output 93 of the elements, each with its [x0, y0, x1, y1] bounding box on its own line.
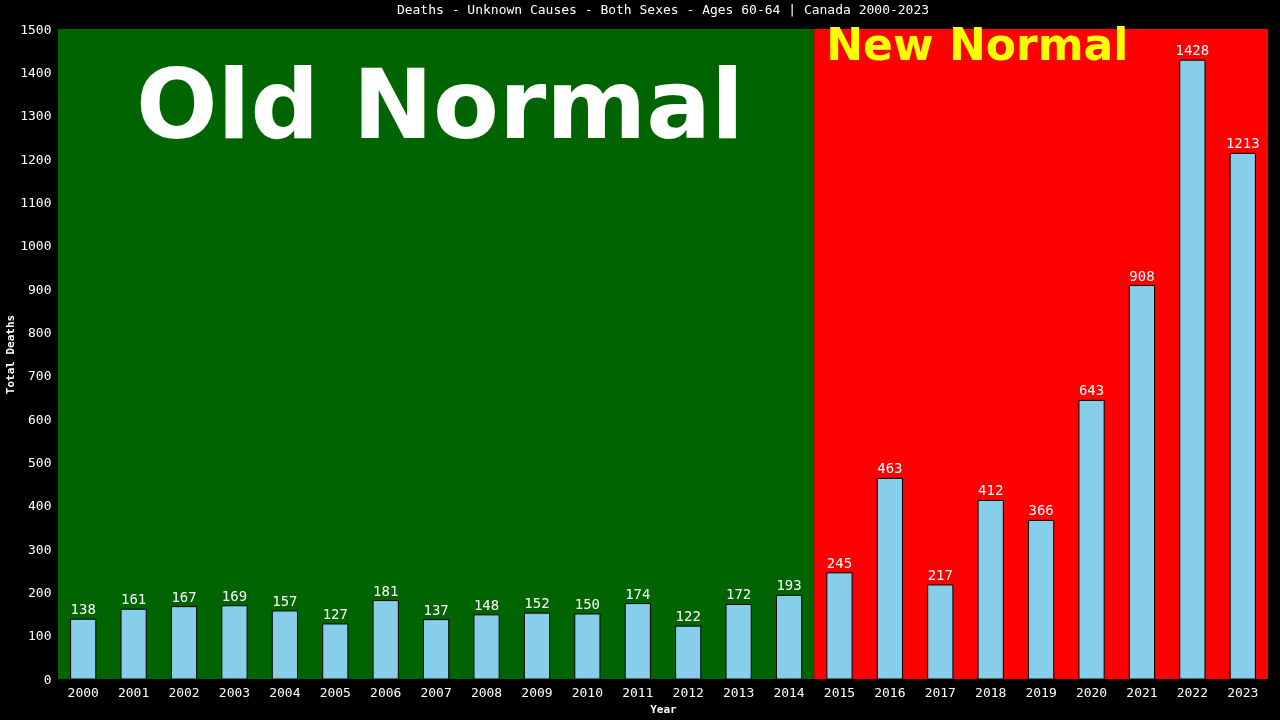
x-tick-label: 2010 [571, 684, 604, 700]
bar [574, 613, 601, 680]
data-label: 463 [877, 460, 903, 477]
band-label: Old Normal [136, 49, 745, 161]
bar [523, 612, 551, 680]
bar [1078, 399, 1105, 680]
data-label: 157 [272, 592, 298, 609]
data-label: 169 [221, 587, 248, 604]
bar [1128, 285, 1156, 680]
bar [120, 608, 147, 680]
y-axis-title: Total Deaths [4, 314, 18, 395]
x-tick-label: 2020 [1075, 684, 1108, 700]
x-tick-label: 2018 [975, 684, 1007, 700]
bar [221, 605, 248, 680]
x-tick-label: 2021 [1126, 684, 1158, 700]
y-tick-label: 100 [28, 628, 52, 644]
bar [624, 603, 651, 680]
data-label: 412 [978, 482, 1004, 499]
bar [473, 614, 500, 680]
data-label: 148 [473, 596, 500, 613]
bar [1028, 519, 1055, 680]
x-tick-label: 2002 [168, 684, 200, 700]
data-label: 1428 [1175, 42, 1210, 59]
data-label: 908 [1129, 267, 1155, 284]
y-tick-label: 1100 [20, 194, 52, 210]
y-tick-label: 0 [43, 671, 52, 687]
bar [322, 623, 349, 680]
x-tick-label: 2022 [1176, 684, 1209, 700]
data-label: 122 [675, 608, 701, 625]
x-tick-label: 2016 [874, 684, 906, 700]
bar [70, 618, 97, 680]
bar [675, 625, 702, 680]
x-tick-label: 2003 [218, 684, 251, 700]
bar [977, 499, 1004, 680]
x-axis-title: Year [650, 702, 678, 716]
bar [775, 594, 803, 680]
data-label: 127 [322, 605, 348, 622]
x-tick-label: 2019 [1025, 684, 1057, 700]
x-tick-label: 2005 [319, 684, 351, 700]
y-tick-label: 400 [28, 498, 52, 514]
x-tick-label: 2008 [470, 684, 503, 700]
x-tick-label: 2001 [117, 684, 150, 700]
x-tick-label: 2014 [773, 684, 805, 700]
y-tick-label: 1200 [20, 151, 52, 167]
bar [725, 603, 752, 680]
data-label: 174 [625, 585, 651, 602]
bar [271, 610, 298, 680]
x-tick-label: 2006 [370, 684, 402, 700]
data-label: 172 [725, 586, 752, 603]
x-tick-label: 2011 [622, 684, 654, 700]
data-label: 167 [171, 588, 197, 605]
x-tick-label: 2012 [672, 684, 704, 700]
data-label: 366 [1028, 502, 1054, 519]
x-tick-label: 2007 [420, 684, 452, 700]
data-label: 1213 [1225, 135, 1260, 152]
data-label: 161 [120, 591, 147, 608]
data-label: 643 [1078, 382, 1105, 399]
y-tick-label: 500 [28, 454, 52, 470]
y-tick-label: 300 [28, 541, 52, 557]
bar [372, 600, 399, 680]
y-tick-label: 1000 [20, 238, 52, 254]
data-label: 245 [826, 554, 853, 571]
data-label: 217 [927, 566, 953, 583]
bar [1179, 59, 1206, 680]
bar [927, 584, 954, 680]
y-tick-label: 700 [28, 368, 52, 384]
bar [1229, 152, 1256, 680]
x-tick-label: 2000 [67, 684, 99, 700]
x-tick-label: 2015 [823, 684, 856, 700]
y-tick-label: 1500 [20, 21, 52, 37]
y-tick-label: 1300 [20, 108, 52, 124]
bar [826, 572, 853, 680]
y-tick-label: 800 [28, 324, 52, 340]
data-label: 181 [373, 582, 399, 599]
chart-title: Deaths - Unknown Causes - Both Sexes - Ages 60-64 | Canada 2000-2023 [396, 2, 930, 17]
x-tick-label: 2013 [722, 684, 755, 700]
data-label: 150 [574, 596, 601, 612]
x-tick-label: 2004 [269, 684, 301, 700]
x-tick-label: 2017 [924, 684, 956, 700]
y-tick-label: 1400 [20, 64, 52, 80]
x-tick-label: 2023 [1227, 684, 1259, 700]
y-tick-label: 200 [28, 584, 52, 600]
bar [423, 619, 450, 680]
data-label: 137 [423, 601, 449, 618]
x-tick-label: 2009 [521, 684, 553, 700]
band-label: New Normal [826, 19, 1129, 70]
data-label: 138 [70, 601, 96, 618]
y-tick-label: 900 [28, 281, 52, 297]
y-tick-label: 600 [28, 411, 52, 427]
data-label: 152 [524, 595, 550, 612]
data-label: 193 [776, 577, 802, 594]
bar [876, 477, 903, 680]
bar [170, 606, 198, 680]
